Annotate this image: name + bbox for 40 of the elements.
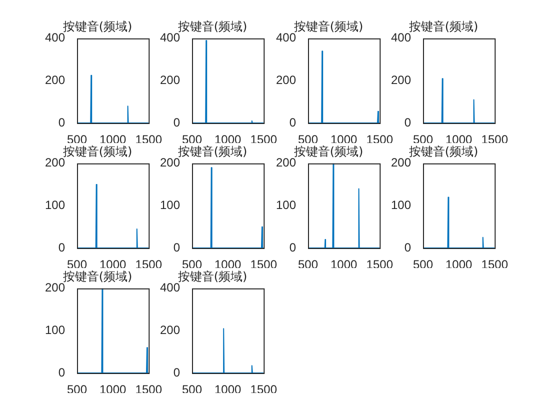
y-tick-label: 200 xyxy=(390,73,412,88)
chart-title: 按键音(频域) xyxy=(294,19,364,34)
y-tick-label: 0 xyxy=(404,115,412,130)
y-tick-label: 100 xyxy=(160,198,180,212)
y-tick-label: 200 xyxy=(44,73,66,88)
y-tick-label: 200 xyxy=(276,156,296,170)
chart-title: 按键音(频域) xyxy=(62,269,132,284)
y-tick-label: 0 xyxy=(58,240,66,254)
y-tick-label: 0 xyxy=(173,240,180,254)
y-tick-label: 400 xyxy=(160,30,180,45)
y-tick-label: 0 xyxy=(404,240,412,254)
chart-title: 按键音(频域) xyxy=(408,144,478,158)
y-tick-label: 400 xyxy=(276,30,296,45)
y-tick-label: 200 xyxy=(276,73,296,88)
chart-title: 按键音(频域) xyxy=(178,19,248,34)
chart-title: 按键音(频域) xyxy=(178,144,248,158)
y-tick-label: 0 xyxy=(289,240,296,254)
y-tick-label: 200 xyxy=(160,323,180,338)
y-tick-label: 100 xyxy=(390,198,412,212)
y-tick-label: 400 xyxy=(160,280,180,295)
y-tick-label: 200 xyxy=(160,156,180,170)
y-tick-label: 0 xyxy=(173,115,180,130)
y-tick-label: 0 xyxy=(173,365,180,380)
chart-title: 按键音(频域) xyxy=(408,19,478,34)
y-tick-label: 200 xyxy=(160,73,180,88)
chart-title: 按键音(频域) xyxy=(178,269,248,284)
chart-title: 按键音(频域) xyxy=(294,144,364,158)
y-tick-label: 200 xyxy=(44,280,66,295)
y-tick-label: 400 xyxy=(44,30,66,45)
y-tick-label: 100 xyxy=(44,323,66,338)
y-tick-label: 0 xyxy=(58,365,66,380)
y-tick-label: 200 xyxy=(390,156,412,170)
chart-title: 按键音(频域) xyxy=(62,19,132,34)
y-tick-label: 0 xyxy=(58,115,66,130)
y-tick-label: 0 xyxy=(289,115,296,130)
y-tick-label: 100 xyxy=(44,198,66,212)
y-tick-label: 400 xyxy=(390,30,412,45)
y-tick-label: 100 xyxy=(276,198,296,212)
y-tick-label: 200 xyxy=(44,156,66,170)
chart-title: 按键音(频域) xyxy=(62,144,132,158)
